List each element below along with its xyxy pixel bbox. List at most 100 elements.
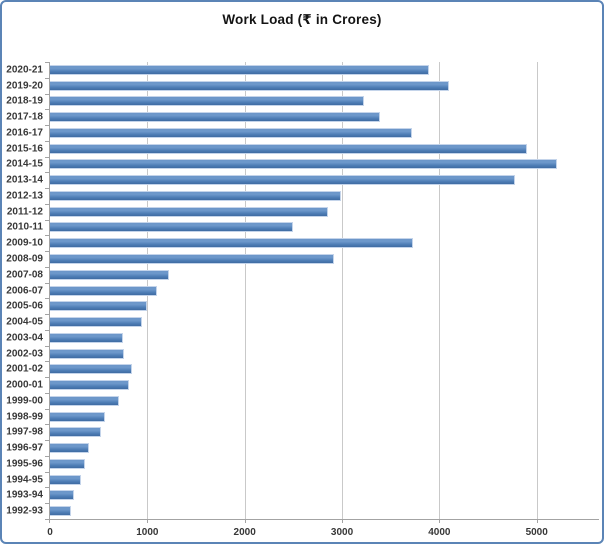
gridline — [439, 62, 441, 519]
category-label: 2018-19 — [6, 95, 43, 107]
bar — [50, 285, 158, 296]
category-label: 2020-21 — [6, 64, 43, 76]
category-label: 2007-08 — [6, 269, 43, 281]
bar — [50, 80, 450, 91]
bar — [50, 332, 124, 343]
bar — [50, 159, 558, 170]
category-label: 2014-15 — [6, 158, 43, 170]
category-label: 1995-96 — [6, 458, 43, 470]
bar — [50, 411, 105, 422]
y-axis-tick — [45, 267, 49, 268]
bar — [50, 253, 335, 264]
category-label: 2010-11 — [6, 221, 43, 233]
y-axis-labels: 2020-21 2019-20 2018-19 2017-18 2016-17 2015-… — [2, 62, 46, 519]
category-label: 2008-09 — [6, 253, 43, 265]
y-axis-tick — [45, 62, 49, 63]
bar — [50, 206, 329, 217]
x-axis-line — [45, 519, 599, 520]
category-label: 1997-98 — [6, 426, 43, 438]
category-label: 1992-93 — [6, 505, 43, 517]
category-label: 2006-07 — [6, 285, 43, 296]
x-tick-label: 1000 — [136, 527, 159, 538]
y-axis-tick — [45, 94, 49, 95]
y-axis-line — [49, 62, 50, 520]
y-axis-tick — [45, 283, 49, 284]
category-label: 1996-97 — [6, 442, 43, 454]
bar — [50, 380, 130, 391]
category-label: 2011-12 — [6, 206, 43, 218]
y-axis-tick — [45, 519, 49, 520]
gridline — [244, 62, 246, 519]
chart-title: Work Load (₹ in Crores) — [222, 12, 382, 27]
category-label: 2015-16 — [6, 143, 43, 155]
y-axis-tick — [45, 220, 49, 221]
bar — [50, 317, 142, 328]
category-label: 2004-05 — [6, 316, 43, 328]
y-axis-tick — [45, 424, 49, 425]
x-axis-tick — [536, 519, 538, 523]
bar — [50, 269, 169, 280]
bar — [50, 364, 132, 375]
y-axis-tick — [45, 188, 49, 189]
x-axis-tick — [342, 519, 344, 523]
category-label: 2000-01 — [6, 379, 43, 391]
bar — [50, 395, 120, 406]
y-axis-tick — [45, 330, 49, 331]
bar — [50, 96, 365, 107]
y-axis-tick — [45, 251, 49, 252]
y-axis-tick — [45, 377, 49, 378]
y-axis-tick — [45, 109, 49, 110]
x-axis-tick — [49, 519, 50, 523]
category-label: 2019-20 — [6, 80, 43, 92]
bar — [50, 474, 81, 485]
y-axis-tick — [45, 204, 49, 205]
bar — [50, 348, 124, 359]
bar — [50, 64, 429, 75]
x-tick-label: 2000 — [233, 527, 256, 538]
bar — [50, 143, 527, 154]
category-label: 1994-95 — [6, 474, 43, 486]
y-axis-tick — [45, 157, 49, 158]
category-label: 2001-02 — [6, 363, 43, 375]
x-axis-tick — [439, 519, 441, 523]
y-axis-tick — [45, 487, 49, 488]
category-label: 2003-04 — [6, 332, 43, 344]
bar — [50, 175, 516, 186]
bar — [50, 506, 72, 517]
plot-area: 0 1000 2000 3000 4000 5000 — [45, 62, 599, 538]
category-label: 2013-14 — [6, 174, 43, 186]
category-label: 1993-94 — [6, 489, 43, 501]
y-axis-tick — [45, 172, 49, 173]
bar — [50, 490, 75, 501]
bar — [50, 301, 147, 312]
bar — [50, 458, 85, 469]
category-label: 1999-00 — [6, 395, 43, 407]
y-axis-tick — [45, 393, 49, 394]
y-axis-tick — [45, 409, 49, 410]
y-axis-tick — [45, 456, 49, 457]
category-label: 1998-99 — [6, 411, 43, 423]
x-axis-tick — [244, 519, 246, 523]
y-axis-tick — [45, 361, 49, 362]
y-axis-tick — [45, 503, 49, 504]
y-axis-tick — [45, 440, 49, 441]
y-axis-tick — [45, 78, 49, 79]
category-label: 2009-10 — [6, 237, 43, 249]
bar — [50, 112, 380, 123]
bar — [50, 222, 294, 233]
y-axis-tick — [45, 472, 49, 473]
category-label: 2012-13 — [6, 190, 43, 202]
category-label: 2017-18 — [6, 111, 43, 123]
x-tick-label: 4000 — [428, 527, 451, 538]
bar — [50, 190, 342, 201]
bar — [50, 443, 89, 454]
x-tick-label: 0 — [47, 527, 53, 538]
category-label: 2016-17 — [6, 127, 43, 139]
y-axis-tick — [45, 141, 49, 142]
y-axis-tick — [45, 314, 49, 315]
gridline — [536, 62, 538, 519]
bar — [50, 127, 413, 138]
x-axis-tick — [147, 519, 149, 523]
gridline — [342, 62, 344, 519]
